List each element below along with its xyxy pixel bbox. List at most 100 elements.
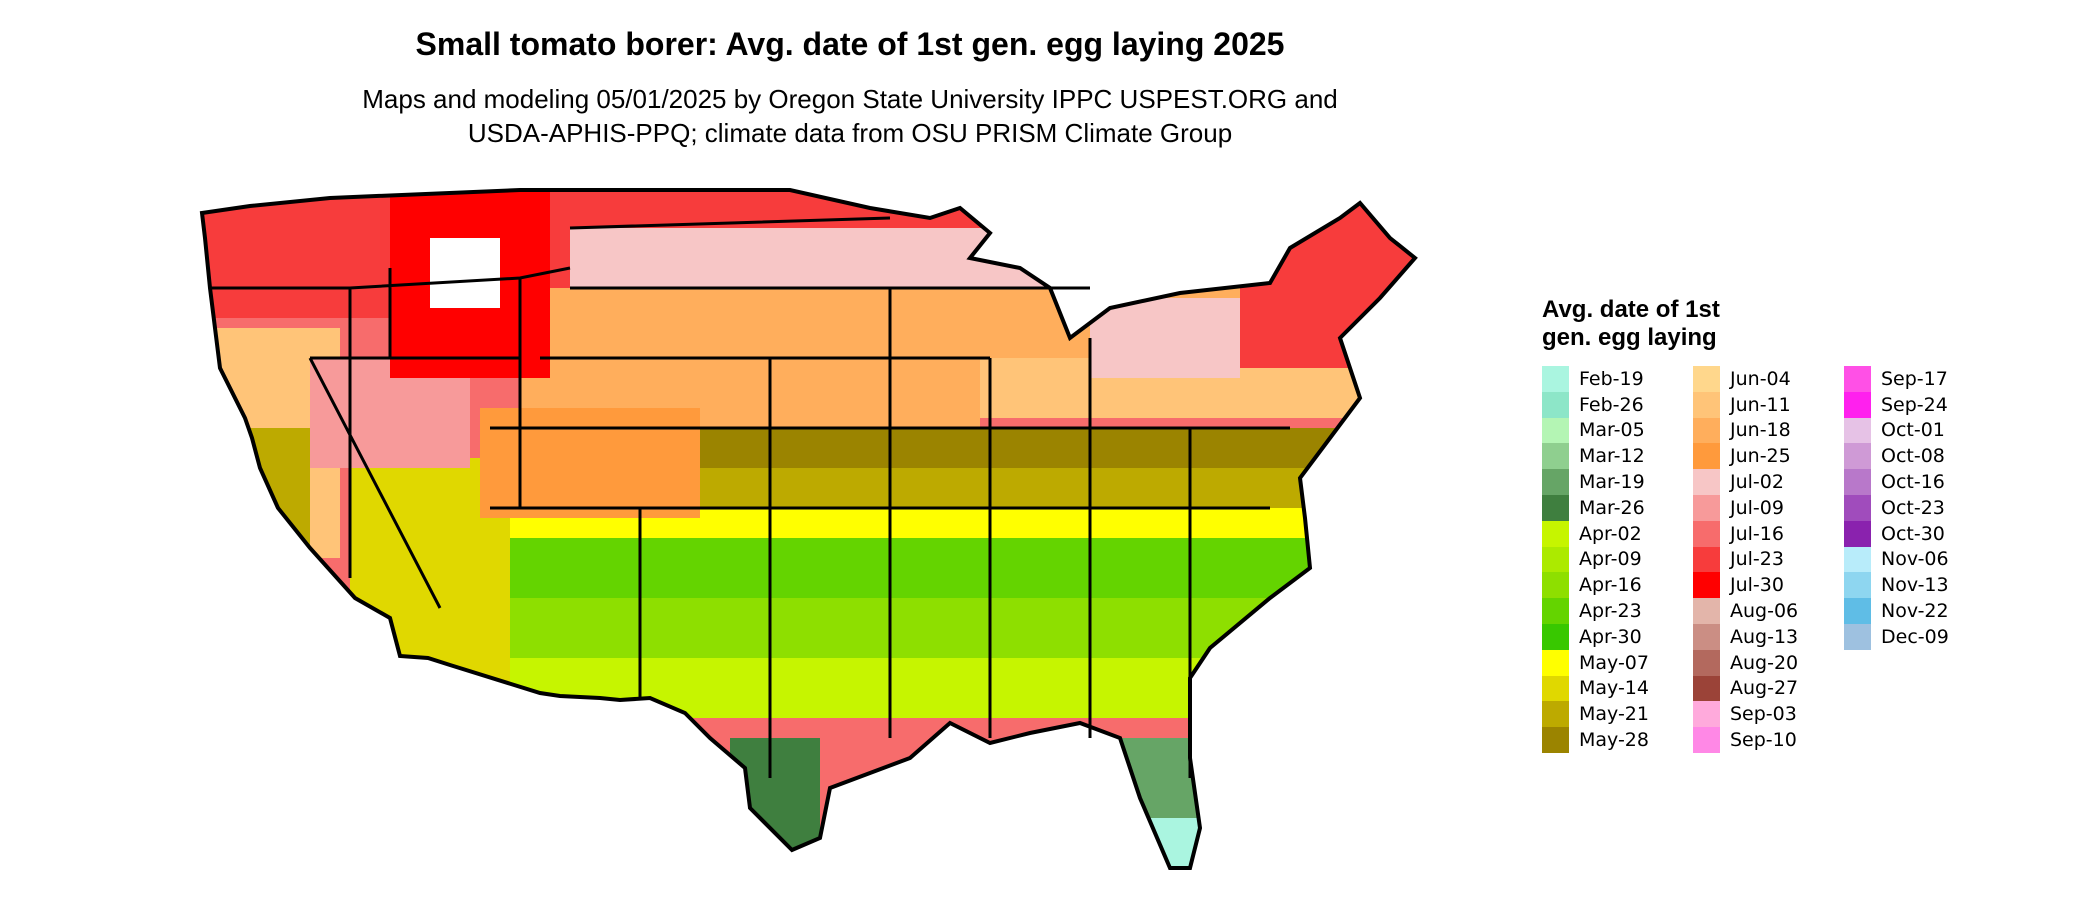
legend-label: Feb-19 — [1579, 367, 1644, 390]
legend-swatch — [1693, 649, 1720, 676]
legend-item: May-21 — [1542, 701, 1679, 728]
legend-title: Avg. date of 1st gen. egg laying — [1542, 296, 1720, 351]
legend-swatch — [1542, 623, 1569, 650]
legend-swatch — [1693, 417, 1720, 444]
legend-item: Jul-30 — [1693, 572, 1830, 599]
legend-item: Nov-06 — [1844, 546, 1981, 573]
legend-item: Jul-02 — [1693, 469, 1830, 495]
legend-item: Mar-26 — [1542, 494, 1679, 521]
legend-swatch — [1693, 366, 1720, 392]
legend-label: Jun-04 — [1730, 367, 1791, 390]
legend-swatch — [1693, 623, 1720, 650]
legend-label: Sep-10 — [1730, 729, 1797, 752]
legend-label: May-07 — [1579, 651, 1649, 674]
legend-label: Nov-13 — [1881, 574, 1949, 597]
legend-item: Apr-23 — [1542, 598, 1679, 624]
legend-item: Aug-06 — [1693, 598, 1830, 624]
legend-label: Apr-23 — [1579, 600, 1642, 623]
legend-swatch — [1542, 649, 1569, 676]
subtitle-line-2: USDA-APHIS-PPQ; climate data from OSU PR… — [467, 118, 1233, 148]
legend-item: Sep-03 — [1693, 701, 1830, 728]
region-high-peaks — [430, 238, 500, 308]
legend-swatch — [1693, 572, 1720, 599]
legend-label: May-28 — [1579, 729, 1649, 752]
legend-label: Nov-22 — [1881, 600, 1949, 623]
band-apr23 — [410, 538, 1310, 598]
legend-label: Oct-16 — [1881, 471, 1945, 494]
legend-item: Jun-04 — [1693, 366, 1830, 392]
legend-label: Apr-09 — [1579, 548, 1642, 571]
state-border-lines — [210, 216, 1290, 778]
legend-swatch — [1542, 494, 1569, 521]
legend-item: Oct-23 — [1844, 494, 1981, 521]
legend-swatch — [1844, 598, 1871, 624]
legend-item: Aug-13 — [1693, 623, 1830, 650]
legend-item: Dec-09 — [1844, 623, 1981, 650]
legend-column: Jun-04 Jun-11 Jun-18 Jun-25 Jul-02 Jul-09 Jul-… — [1693, 366, 1830, 753]
legend-item: Mar-19 — [1542, 469, 1679, 495]
legend: Avg. date of 1st gen. egg laying Feb-19 F… — [1542, 296, 1981, 753]
legend-item: Jul-23 — [1693, 546, 1830, 573]
legend-label: Jul-30 — [1730, 574, 1784, 597]
legend-label: Feb-26 — [1579, 393, 1644, 416]
legend-swatch — [1542, 520, 1569, 547]
legend-label: Oct-08 — [1881, 445, 1945, 468]
legend-swatch — [1542, 469, 1569, 495]
legend-label: May-14 — [1579, 677, 1649, 700]
legend-item: Jul-16 — [1693, 520, 1830, 547]
legend-item: Feb-26 — [1542, 391, 1679, 418]
legend-item: Apr-16 — [1542, 572, 1679, 599]
legend-label: Aug-06 — [1730, 600, 1799, 623]
legend-item: May-28 — [1542, 727, 1679, 753]
legend-item: Sep-17 — [1844, 366, 1981, 392]
legend-swatch — [1693, 443, 1720, 470]
legend-item: Sep-24 — [1844, 391, 1981, 418]
subtitle-line-1: Maps and modeling 05/01/2025 by Oregon S… — [362, 84, 1338, 114]
legend-swatch — [1693, 675, 1720, 702]
map-subtitle: Maps and modeling 05/01/2025 by Oregon S… — [0, 82, 1700, 150]
legend-label: Oct-01 — [1881, 419, 1945, 442]
legend-item: Mar-05 — [1542, 417, 1679, 444]
legend-item: Apr-09 — [1542, 546, 1679, 573]
legend-item: Aug-27 — [1693, 675, 1830, 702]
legend-label: Sep-03 — [1730, 703, 1797, 726]
legend-label: May-21 — [1579, 703, 1649, 726]
legend-swatch — [1542, 675, 1569, 702]
legend-item: May-14 — [1542, 675, 1679, 702]
legend-label: Apr-02 — [1579, 522, 1642, 545]
legend-label: Mar-12 — [1579, 445, 1645, 468]
legend-label: Dec-09 — [1881, 625, 1949, 648]
legend-label: Jul-16 — [1730, 522, 1784, 545]
legend-column: Sep-17 Sep-24 Oct-01 Oct-08 Oct-16 Oct-23 Oct-… — [1844, 366, 1981, 753]
legend-item: Sep-10 — [1693, 727, 1830, 753]
legend-swatch — [1844, 469, 1871, 495]
legend-label: Jul-23 — [1730, 548, 1784, 571]
legend-swatch — [1542, 546, 1569, 573]
legend-swatch — [1542, 417, 1569, 444]
legend-item: Jun-11 — [1693, 391, 1830, 418]
legend-label: Jun-11 — [1730, 393, 1791, 416]
legend-swatch — [1693, 727, 1720, 753]
legend-swatch — [1693, 546, 1720, 573]
legend-label: Aug-27 — [1730, 677, 1799, 700]
legend-label: Jul-09 — [1730, 496, 1784, 519]
legend-swatch — [1844, 391, 1871, 418]
legend-swatch — [1693, 494, 1720, 521]
legend-item: Aug-20 — [1693, 649, 1830, 676]
legend-item: Jun-18 — [1693, 417, 1830, 444]
legend-label: Oct-23 — [1881, 496, 1945, 519]
us-map — [199, 188, 1418, 870]
legend-label: Sep-17 — [1881, 367, 1948, 390]
legend-item: Jun-25 — [1693, 443, 1830, 470]
legend-label: Apr-30 — [1579, 625, 1642, 648]
legend-swatch — [1844, 366, 1871, 392]
legend-swatch — [1542, 727, 1569, 753]
legend-swatch — [1542, 701, 1569, 728]
legend-label: Nov-06 — [1881, 548, 1949, 571]
legend-label: Aug-13 — [1730, 625, 1799, 648]
legend-item: Nov-22 — [1844, 598, 1981, 624]
band-apr16 — [390, 598, 1290, 658]
legend-swatch — [1844, 572, 1871, 599]
legend-label: Sep-24 — [1881, 393, 1948, 416]
legend-swatch — [1693, 469, 1720, 495]
